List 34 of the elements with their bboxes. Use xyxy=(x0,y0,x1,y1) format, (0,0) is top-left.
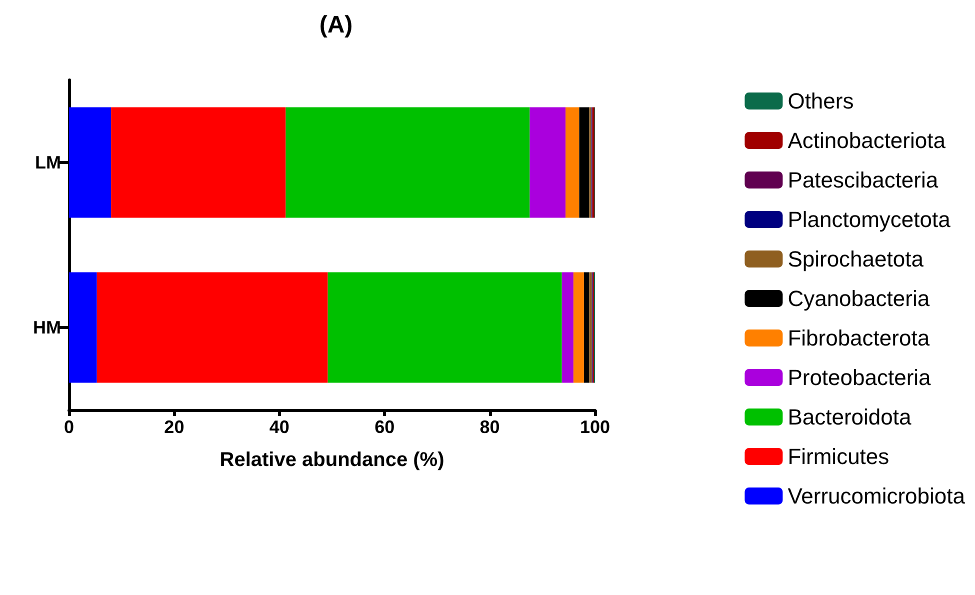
legend-label: Patescibacteria xyxy=(788,168,939,192)
bar xyxy=(530,107,566,218)
bar xyxy=(69,272,97,383)
y-tick-label: LM xyxy=(35,152,61,172)
bar xyxy=(566,107,580,218)
x-tick-label: 20 xyxy=(164,417,184,437)
bar xyxy=(562,272,574,383)
legend-label: Actinobacteriota xyxy=(788,128,946,153)
legend-label: Bacteroidota xyxy=(788,404,912,430)
legend-label: Fibrobacterota xyxy=(788,326,930,350)
x-tick-label: 40 xyxy=(269,417,290,437)
x-tick-label: 60 xyxy=(374,417,395,437)
legend-label: Planctomycetota xyxy=(788,207,952,232)
bar xyxy=(589,272,592,383)
bar xyxy=(328,272,562,383)
bar xyxy=(286,107,530,218)
legend-label: Firmicutes xyxy=(788,444,890,469)
legend-label: Verrucomicrobiota xyxy=(788,484,966,508)
y-tick-label: HM xyxy=(33,318,61,338)
legend-label: Proteobacteria xyxy=(788,365,932,390)
bar xyxy=(96,272,328,383)
bar xyxy=(111,107,286,218)
chart-title: (A) xyxy=(319,12,353,38)
bar xyxy=(573,272,584,383)
legend-label: Spirochaetota xyxy=(788,246,924,272)
legend-label: Others xyxy=(788,88,854,114)
bar xyxy=(69,107,112,218)
x-tick-label: 0 xyxy=(64,417,74,437)
legend-label: Cyanobacteria xyxy=(788,286,930,311)
x-axis-title: Relative abundance (%) xyxy=(220,449,444,471)
x-tick-label: 100 xyxy=(580,417,610,437)
bar xyxy=(584,272,590,383)
bar xyxy=(579,107,590,218)
x-tick-label: 80 xyxy=(480,417,500,437)
